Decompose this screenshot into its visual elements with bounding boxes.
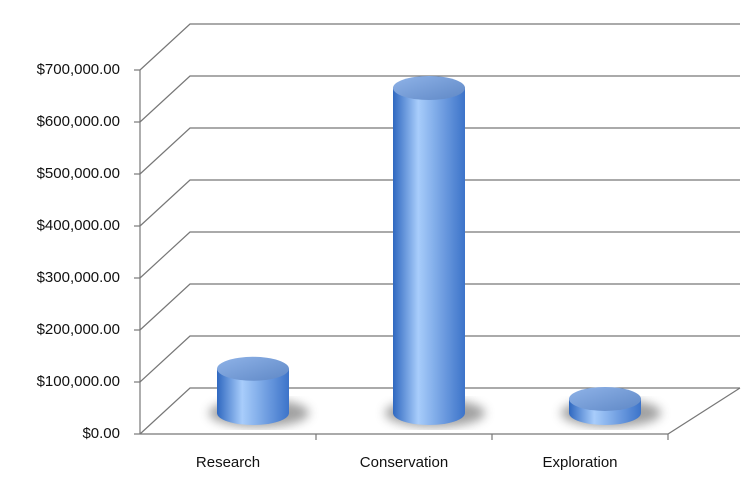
bar-top [217, 356, 289, 381]
grid-line [139, 23, 740, 71]
y-tick-label: $300,000.00 [37, 269, 120, 286]
grid-line [139, 75, 740, 123]
y-tick-label: $400,000.00 [37, 217, 120, 234]
x-tick-label: Research [196, 454, 260, 471]
bar [217, 368, 289, 425]
y-tick-label: $500,000.00 [37, 165, 120, 182]
bar-top [393, 76, 465, 100]
grid-line [139, 231, 740, 279]
grid-line [139, 283, 740, 331]
grid-line [139, 127, 740, 175]
grid-line [139, 335, 740, 383]
x-tick-label: Conservation [360, 454, 448, 471]
bar-top [569, 386, 641, 411]
y-tick-label: $0.00 [82, 425, 120, 442]
y-tick-label: $200,000.00 [37, 321, 120, 338]
bar [393, 88, 465, 425]
y-tick-label: $600,000.00 [37, 113, 120, 130]
grid-line [139, 179, 740, 227]
grid-line [139, 387, 740, 435]
x-tick-label: Exploration [542, 454, 617, 471]
y-tick-label: $700,000.00 [37, 61, 120, 78]
y-tick-label: $100,000.00 [37, 373, 120, 390]
